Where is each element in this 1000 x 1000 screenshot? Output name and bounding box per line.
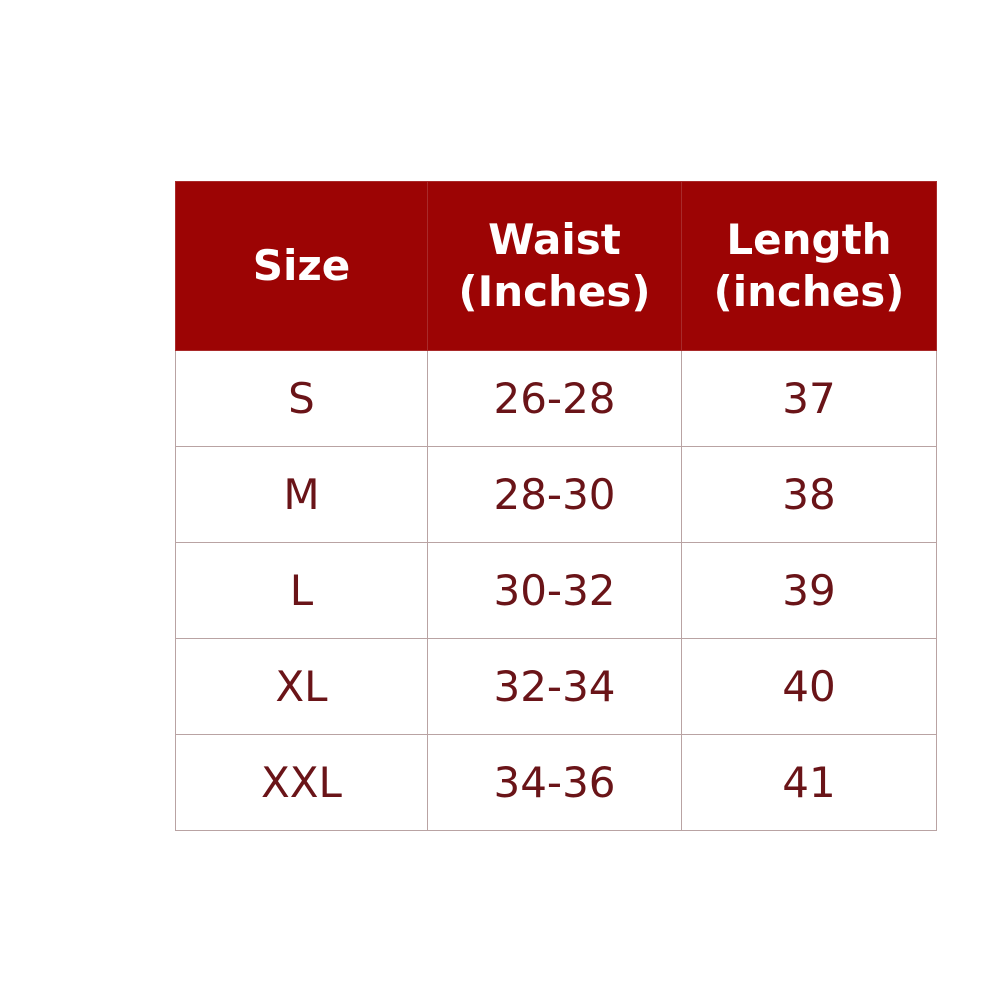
cell-length: 39 [681, 542, 937, 639]
table-row: L 30-32 39 [175, 542, 937, 639]
header-size: Size [175, 181, 428, 351]
cell-waist: 32-34 [427, 638, 682, 735]
cell-length: 37 [681, 350, 937, 447]
cell-waist: 28-30 [427, 446, 682, 543]
cell-size: L [175, 542, 428, 639]
cell-size: M [175, 446, 428, 543]
cell-waist: 30-32 [427, 542, 682, 639]
cell-length: 40 [681, 638, 937, 735]
cell-size: S [175, 350, 428, 447]
header-row: Size Waist (Inches) Length (inches) [175, 181, 937, 351]
cell-waist: 34-36 [427, 734, 682, 831]
header-waist-label: Waist [488, 215, 621, 264]
table-row: M 28-30 38 [175, 446, 937, 543]
header-length-label: Length [726, 215, 892, 264]
cell-length: 38 [681, 446, 937, 543]
table-row: S 26-28 37 [175, 350, 937, 447]
header-waist-unit: (Inches) [458, 267, 651, 316]
cell-waist: 26-28 [427, 350, 682, 447]
cell-length: 41 [681, 734, 937, 831]
header-waist: Waist (Inches) [427, 181, 682, 351]
table-row: XXL 34-36 41 [175, 734, 937, 831]
size-chart-table: Size Waist (Inches) Length (inches) S 26-28… [175, 181, 937, 831]
header-length-unit: (inches) [713, 267, 905, 316]
cell-size: XXL [175, 734, 428, 831]
cell-size: XL [175, 638, 428, 735]
header-size-label: Size [252, 241, 351, 290]
table-row: XL 32-34 40 [175, 638, 937, 735]
header-length: Length (inches) [681, 181, 937, 351]
